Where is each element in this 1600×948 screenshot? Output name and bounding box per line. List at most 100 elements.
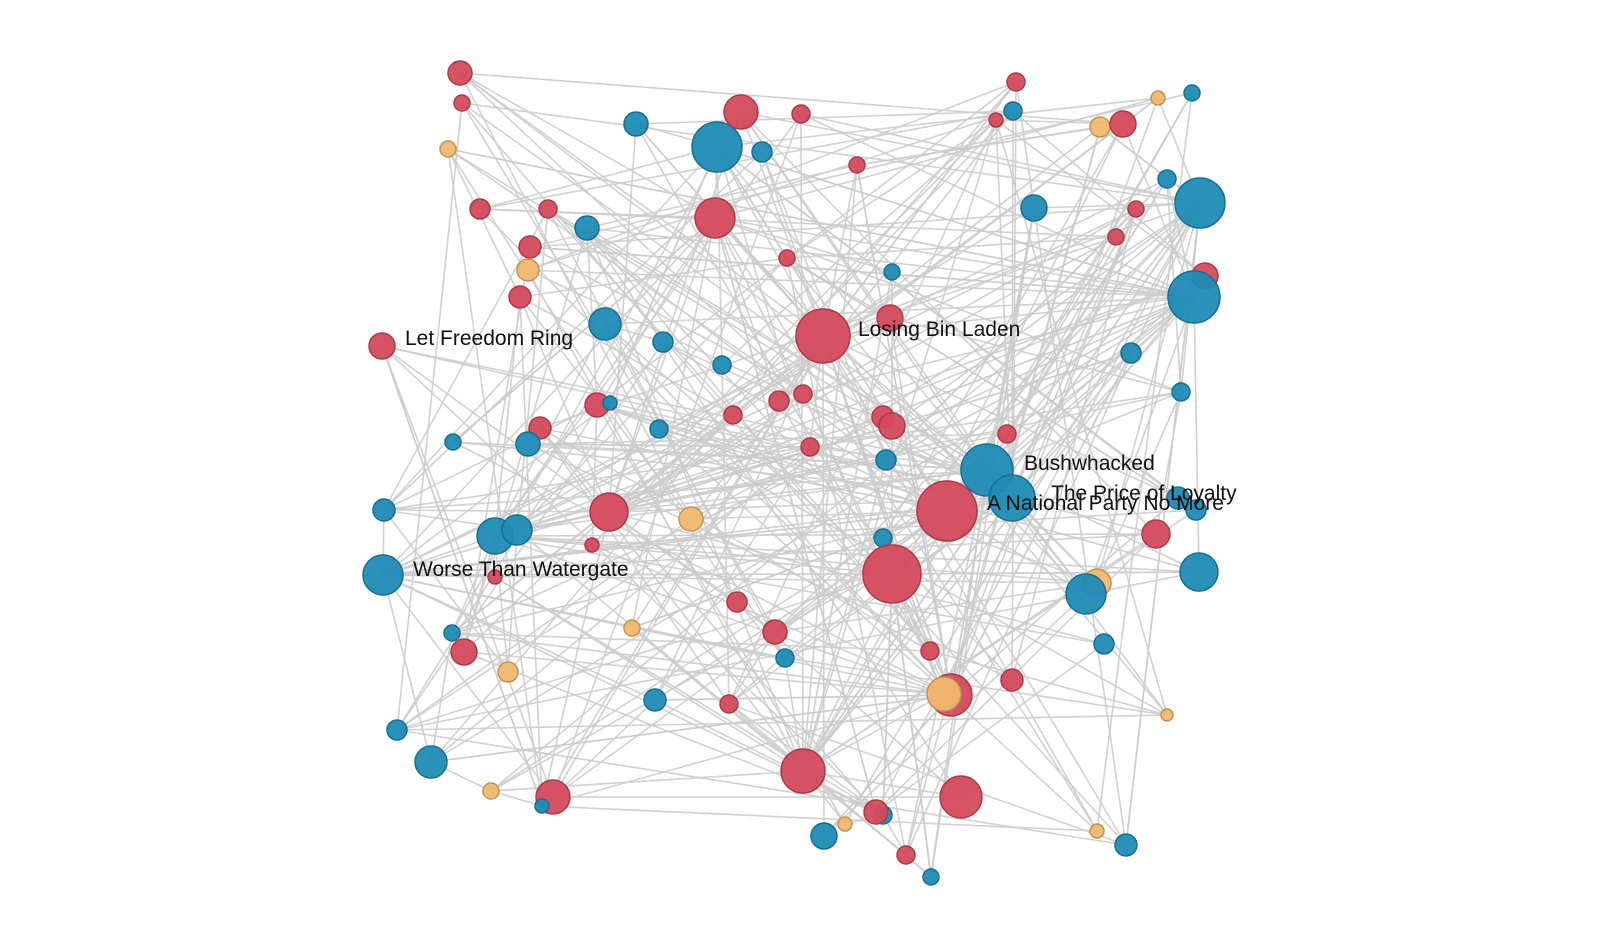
book-node[interactable] bbox=[444, 433, 462, 451]
book-node[interactable] bbox=[997, 424, 1017, 444]
book-node[interactable] bbox=[362, 554, 404, 596]
book-node[interactable] bbox=[386, 719, 408, 741]
book-node[interactable] bbox=[1174, 177, 1226, 229]
book-node[interactable] bbox=[1020, 194, 1048, 222]
book-node[interactable] bbox=[988, 112, 1004, 128]
book-node[interactable] bbox=[1179, 552, 1219, 592]
book-node[interactable] bbox=[876, 304, 904, 332]
book-node[interactable] bbox=[810, 822, 838, 850]
book-node[interactable] bbox=[518, 235, 542, 259]
book-node[interactable] bbox=[623, 619, 641, 637]
book-node[interactable] bbox=[875, 449, 897, 471]
book-node[interactable] bbox=[1183, 84, 1201, 102]
book-node[interactable] bbox=[878, 412, 906, 440]
book-node[interactable] bbox=[916, 480, 978, 542]
book-node[interactable] bbox=[1141, 519, 1171, 549]
book-node[interactable] bbox=[1006, 72, 1026, 92]
graph-link bbox=[728, 703, 1127, 846]
book-node[interactable] bbox=[1120, 342, 1142, 364]
book-node[interactable] bbox=[988, 474, 1036, 522]
book-node[interactable] bbox=[1171, 382, 1191, 402]
book-node[interactable] bbox=[1185, 499, 1207, 521]
book-node[interactable] bbox=[1166, 486, 1190, 510]
graph-link bbox=[802, 123, 1124, 772]
book-node[interactable] bbox=[469, 198, 491, 220]
book-node[interactable] bbox=[589, 492, 629, 532]
book-node[interactable] bbox=[712, 355, 732, 375]
book-node[interactable] bbox=[1089, 116, 1111, 138]
book-node[interactable] bbox=[762, 619, 788, 645]
book-node[interactable] bbox=[795, 308, 851, 364]
book-node[interactable] bbox=[723, 405, 743, 425]
book-node[interactable] bbox=[883, 263, 901, 281]
book-node[interactable] bbox=[723, 94, 759, 130]
book-node[interactable] bbox=[508, 285, 532, 309]
book-node[interactable] bbox=[848, 156, 866, 174]
book-node[interactable] bbox=[768, 390, 790, 412]
book-node[interactable] bbox=[501, 514, 533, 546]
book-node[interactable] bbox=[439, 140, 457, 158]
book-node[interactable] bbox=[534, 798, 550, 814]
book-node[interactable] bbox=[678, 506, 704, 532]
book-node[interactable] bbox=[1109, 110, 1137, 138]
book-node[interactable] bbox=[751, 141, 773, 163]
book-node[interactable] bbox=[863, 799, 889, 825]
book-node[interactable] bbox=[1167, 270, 1221, 324]
book-node[interactable] bbox=[1093, 633, 1115, 655]
book-node[interactable] bbox=[1127, 200, 1145, 218]
book-node[interactable] bbox=[939, 775, 983, 819]
book-node[interactable] bbox=[588, 307, 622, 341]
book-node[interactable] bbox=[574, 215, 600, 241]
book-node[interactable] bbox=[873, 528, 893, 548]
book-node[interactable] bbox=[719, 694, 739, 714]
book-node[interactable] bbox=[780, 748, 826, 794]
book-node[interactable] bbox=[896, 845, 916, 865]
graph-link bbox=[608, 275, 1206, 513]
book-node[interactable] bbox=[694, 197, 736, 239]
book-node[interactable] bbox=[837, 816, 853, 832]
book-node[interactable] bbox=[652, 331, 674, 353]
graph-link bbox=[716, 146, 1013, 681]
book-node[interactable] bbox=[414, 745, 448, 779]
book-node[interactable] bbox=[1160, 708, 1174, 722]
book-node[interactable] bbox=[515, 431, 541, 457]
book-node[interactable] bbox=[1089, 823, 1105, 839]
book-node[interactable] bbox=[775, 648, 795, 668]
book-node[interactable] bbox=[1107, 228, 1125, 246]
book-node[interactable] bbox=[368, 332, 396, 360]
book-node[interactable] bbox=[691, 121, 743, 173]
book-node[interactable] bbox=[1000, 668, 1024, 692]
book-node[interactable] bbox=[922, 868, 940, 886]
book-node[interactable] bbox=[1157, 169, 1177, 189]
book-node[interactable] bbox=[482, 782, 500, 800]
book-node[interactable] bbox=[497, 661, 519, 683]
book-node[interactable] bbox=[443, 624, 461, 642]
book-node[interactable] bbox=[926, 676, 962, 712]
book-node[interactable] bbox=[1114, 833, 1138, 857]
book-node[interactable] bbox=[623, 111, 649, 137]
book-node[interactable] bbox=[453, 94, 471, 112]
graph-link bbox=[714, 217, 1098, 832]
book-node[interactable] bbox=[791, 104, 811, 124]
book-node[interactable] bbox=[1003, 101, 1023, 121]
book-node[interactable] bbox=[726, 591, 748, 613]
book-node[interactable] bbox=[643, 688, 667, 712]
book-node[interactable] bbox=[372, 498, 396, 522]
graph-link bbox=[608, 97, 1159, 513]
book-node[interactable] bbox=[584, 537, 600, 553]
book-node[interactable] bbox=[800, 437, 820, 457]
book-node[interactable] bbox=[793, 384, 813, 404]
book-node[interactable] bbox=[862, 544, 922, 604]
book-node[interactable] bbox=[487, 569, 503, 585]
book-node[interactable] bbox=[1065, 573, 1107, 615]
graph-link bbox=[943, 208, 1137, 695]
book-node[interactable] bbox=[602, 395, 618, 411]
book-node[interactable] bbox=[447, 60, 473, 86]
book-node[interactable] bbox=[1150, 90, 1166, 106]
book-node[interactable] bbox=[778, 249, 796, 267]
book-node[interactable] bbox=[920, 641, 940, 661]
book-node[interactable] bbox=[649, 419, 669, 439]
book-node[interactable] bbox=[516, 258, 540, 282]
book-node[interactable] bbox=[450, 638, 478, 666]
book-node[interactable] bbox=[538, 199, 558, 219]
